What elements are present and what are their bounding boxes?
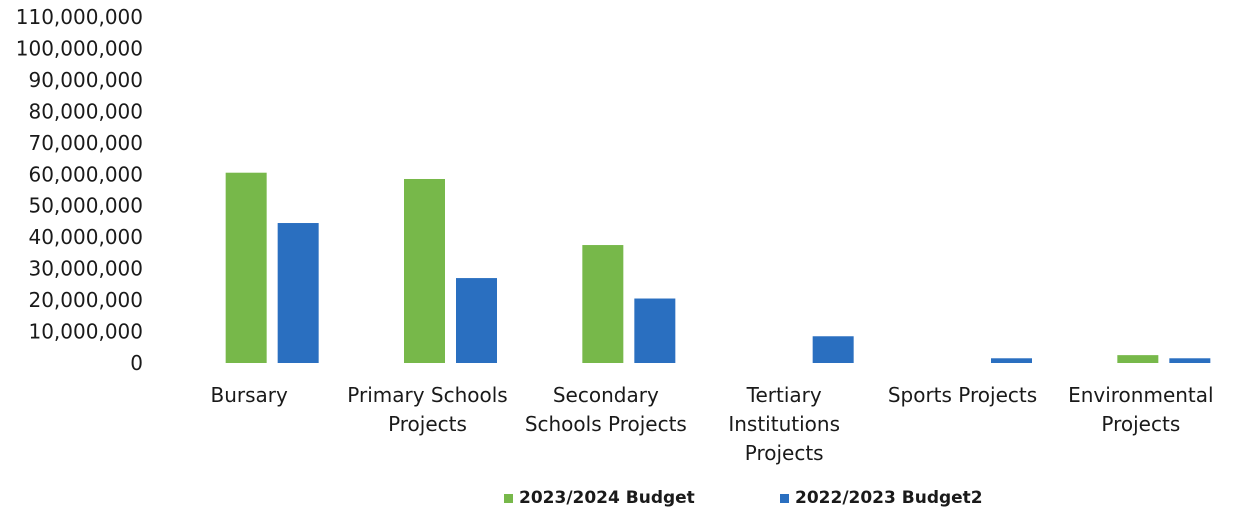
x-tick-label: Tertiary Institutions Projects: [728, 383, 840, 465]
bar-series-1-2: [582, 245, 624, 363]
x-tick-label: Primary Schools Projects: [347, 383, 507, 436]
bar-series-2-4: [991, 358, 1032, 363]
y-tick-label: 40,000,000: [28, 225, 143, 249]
y-tick-label: 30,000,000: [28, 257, 143, 281]
x-tick-label: Bursary: [210, 383, 288, 407]
bar-series-2-1: [456, 278, 497, 363]
bar-series-2-5: [1169, 358, 1211, 363]
y-tick-label: 0: [130, 351, 143, 375]
y-tick-label: 50,000,000: [28, 194, 143, 218]
y-axis: 0 10,000,000 20,000,000 30,000,000 40,000,00…: [16, 5, 143, 375]
legend-label-series-1: 2023/2024 Budget: [519, 488, 695, 508]
y-tick-label: 100,000,000: [16, 36, 143, 60]
bar-series-2-0: [277, 223, 319, 363]
bar-series-2-3: [812, 336, 854, 363]
legend-item-series-2: 2022/2023 Budget2: [780, 488, 983, 508]
y-tick-label: 110,000,000: [16, 5, 143, 29]
y-tick-label: 10,000,000: [28, 320, 143, 344]
bar-series-1-1: [404, 178, 445, 363]
y-tick-label: 80,000,000: [28, 99, 143, 123]
y-tick-label: 90,000,000: [28, 68, 143, 92]
bar-series-2-2: [634, 298, 676, 363]
legend: 2023/2024 Budget 2022/2023 Budget2: [0, 488, 1256, 516]
legend-item-series-1: 2023/2024 Budget: [504, 488, 695, 508]
x-tick-label: Secondary Schools Projects: [525, 383, 687, 436]
x-tick-label: Sports Projects: [888, 383, 1037, 407]
legend-label-series-2: 2022/2023 Budget2: [795, 488, 983, 508]
legend-swatch-series-1: [504, 493, 513, 503]
x-axis: Bursary Primary Schools Projects Secondary S…: [210, 383, 1213, 465]
x-tick-label: Environmental Projects: [1068, 383, 1214, 436]
y-tick-label: 20,000,000: [28, 288, 143, 312]
bar-series-1-5: [1117, 355, 1159, 363]
legend-swatch-series-2: [780, 493, 789, 503]
y-tick-label: 60,000,000: [28, 162, 143, 186]
y-tick-label: 70,000,000: [28, 131, 143, 155]
bar-series-1-0: [225, 172, 267, 363]
bars: [225, 172, 1211, 363]
